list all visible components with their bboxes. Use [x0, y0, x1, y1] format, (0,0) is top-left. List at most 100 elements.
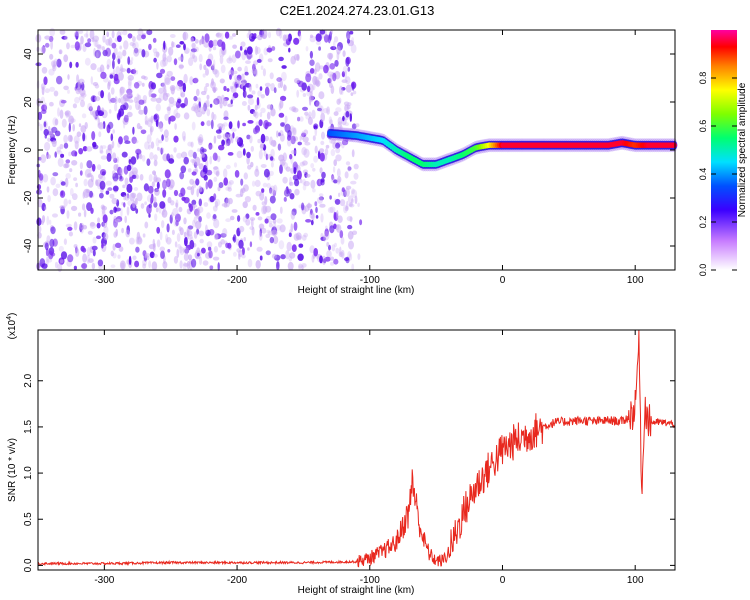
- noise-dot: [44, 35, 51, 40]
- noise-dot: [312, 83, 316, 91]
- noise-dot: [75, 29, 80, 37]
- noise-dot: [329, 195, 332, 200]
- noise-dot: [194, 208, 201, 217]
- noise-dot: [112, 243, 116, 251]
- noise-dot: [190, 158, 196, 163]
- noise-dot: [220, 239, 225, 245]
- noise-dot: [325, 225, 328, 231]
- noise-dot: [229, 74, 232, 80]
- noise-dot: [283, 162, 288, 170]
- noise-dot: [153, 114, 158, 120]
- noise-dot: [334, 242, 337, 248]
- noise-dot: [152, 170, 156, 175]
- noise-dot: [196, 88, 200, 97]
- noise-dot: [231, 128, 237, 132]
- noise-dot: [351, 263, 355, 271]
- noise-dot: [74, 140, 79, 150]
- noise-dot: [247, 104, 251, 111]
- noise-dot: [351, 82, 355, 91]
- noise-dot: [326, 250, 332, 258]
- noise-dot: [196, 252, 200, 257]
- noise-dot: [247, 120, 254, 124]
- noise-dot: [315, 40, 321, 46]
- noise-dot: [168, 96, 175, 104]
- noise-dot: [329, 225, 335, 234]
- noise-dot: [282, 176, 288, 184]
- noise-dot: [206, 241, 213, 249]
- noise-dot: [183, 112, 190, 120]
- noise-dot: [128, 105, 132, 111]
- noise-dot: [134, 260, 140, 268]
- noise-dot: [92, 236, 97, 244]
- noise-dot: [177, 243, 181, 249]
- noise-dot: [182, 247, 189, 254]
- noise-dot: [255, 83, 259, 89]
- noise-dot: [141, 75, 146, 80]
- noise-dot: [208, 40, 214, 48]
- noise-dot: [185, 244, 192, 251]
- noise-dot: [195, 255, 201, 260]
- noise-dot: [351, 189, 358, 198]
- snr-x-tick-label: -300: [94, 575, 114, 586]
- snr-x-tick-label: 0: [500, 575, 506, 586]
- noise-dot: [228, 180, 234, 185]
- noise-dot: [71, 150, 78, 157]
- noise-dot: [345, 161, 351, 166]
- noise-dot: [302, 136, 309, 143]
- noise-dot: [146, 194, 154, 203]
- noise-dot: [353, 172, 359, 180]
- noise-dot: [279, 99, 284, 109]
- noise-dot: [163, 129, 169, 138]
- noise-dot: [321, 171, 326, 179]
- noise-dot: [249, 241, 253, 248]
- noise-dot: [334, 198, 341, 205]
- noise-dot: [148, 260, 152, 269]
- noise-dot: [118, 97, 121, 103]
- noise-dot: [333, 111, 339, 116]
- noise-dot: [70, 118, 76, 123]
- noise-dot: [88, 258, 94, 263]
- noise-dot: [265, 233, 271, 239]
- noise-dot: [235, 136, 240, 143]
- noise-dot: [41, 86, 45, 96]
- noise-dot: [198, 54, 203, 63]
- noise-dot: [266, 229, 271, 234]
- noise-dot: [67, 89, 70, 94]
- noise-dot: [91, 131, 96, 141]
- noise-dot: [287, 134, 291, 141]
- noise-dot: [68, 122, 72, 133]
- noise-dot: [334, 36, 339, 43]
- noise-dot: [159, 231, 163, 241]
- noise-dot: [228, 35, 234, 40]
- noise-dot: [101, 145, 107, 149]
- noise-dot: [278, 240, 285, 250]
- noise-dot: [346, 200, 349, 210]
- noise-dot: [305, 73, 312, 83]
- noise-dot: [133, 67, 137, 76]
- noise-dot: [113, 47, 118, 56]
- noise-dot: [111, 197, 118, 205]
- signal-trace: [327, 126, 678, 172]
- noise-dot: [152, 37, 157, 43]
- noise-dot: [159, 68, 166, 74]
- noise-dot: [301, 132, 307, 138]
- noise-dot: [212, 46, 217, 51]
- noise-dot: [173, 109, 178, 118]
- noise-dot: [68, 199, 72, 205]
- noise-dot: [231, 95, 235, 101]
- noise-dot: [213, 98, 220, 105]
- noise-dot: [86, 246, 91, 257]
- noise-dot: [308, 94, 314, 102]
- noise-dot: [312, 75, 318, 85]
- noise-dot: [320, 213, 324, 223]
- noise-dot: [148, 43, 152, 51]
- noise-dot: [110, 250, 115, 257]
- noise-dot: [254, 179, 261, 187]
- noise-dot: [217, 123, 224, 129]
- noise-dot: [241, 51, 246, 61]
- noise-dot: [335, 247, 340, 254]
- noise-dot: [297, 253, 304, 261]
- noise-dot: [209, 64, 215, 69]
- noise-dot: [80, 227, 84, 234]
- noise-dot: [225, 164, 231, 170]
